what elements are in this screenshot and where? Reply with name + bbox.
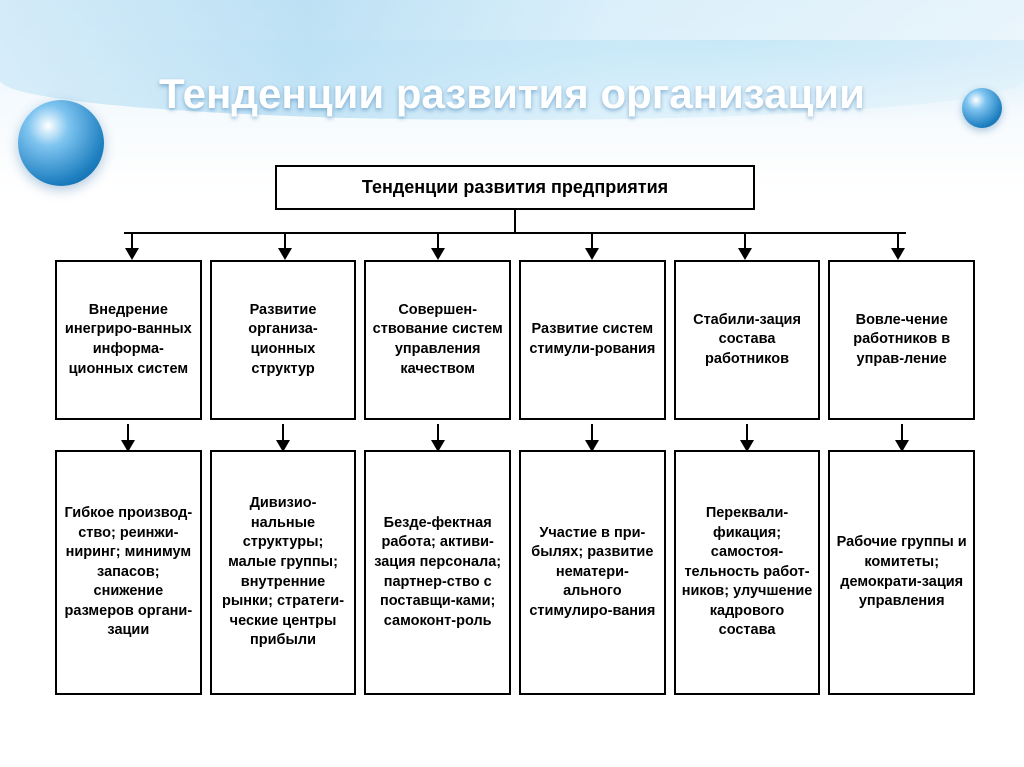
leaf-node-4: Участие в при-былях; развитие нематери-а… <box>519 450 666 695</box>
arrow-to-col-4 <box>591 232 593 258</box>
column-1: Внедрение инегриро-ванных информа-ционны… <box>55 260 202 695</box>
mid-node-2: Развитие организа-ционных структур <box>210 260 357 420</box>
column-5: Стабили-зация состава работников Переква… <box>674 260 821 695</box>
leaf-node-1: Гибкое производ-ство; реинжи-ниринг; мин… <box>55 450 202 695</box>
arrow-to-col-3 <box>437 232 439 258</box>
column-6: Вовле-чение работников в управ-ление Раб… <box>828 260 975 695</box>
arrow-mid-leaf-4 <box>591 424 593 450</box>
horizontal-bus <box>124 232 906 234</box>
slide-title: Тенденции развития организации <box>0 70 1024 118</box>
arrow-mid-leaf-5 <box>746 424 748 450</box>
column-2: Развитие организа-ционных структур Дивиз… <box>210 260 357 695</box>
mid-node-6: Вовле-чение работников в управ-ление <box>828 260 975 420</box>
leaf-node-6: Рабочие группы и комитеты; демократи-зац… <box>828 450 975 695</box>
arrow-to-col-6 <box>897 232 899 258</box>
arrow-mid-leaf-2 <box>282 424 284 450</box>
mid-node-5: Стабили-зация состава работников <box>674 260 821 420</box>
arrow-mid-leaf-6 <box>901 424 903 450</box>
root-node: Тенденции развития предприятия <box>275 165 755 210</box>
root-stem <box>514 210 516 232</box>
column-3: Совершен-ствование систем управления кач… <box>364 260 511 695</box>
mid-node-1: Внедрение инегриро-ванных информа-ционны… <box>55 260 202 420</box>
connector-row <box>55 210 975 260</box>
arrow-to-col-1 <box>131 232 133 258</box>
arrow-mid-leaf-1 <box>127 424 129 450</box>
mid-node-4: Развитие систем стимули-рования <box>519 260 666 420</box>
column-4: Развитие систем стимули-рования Участие … <box>519 260 666 695</box>
arrow-to-col-5 <box>744 232 746 258</box>
leaf-node-5: Переквали-фикация; самостоя-тельность ра… <box>674 450 821 695</box>
leaf-node-3: Безде-фектная работа; активи-зация персо… <box>364 450 511 695</box>
mid-node-3: Совершен-ствование систем управления кач… <box>364 260 511 420</box>
tree-diagram: Тенденции развития предприятия Внедрение… <box>55 165 975 695</box>
arrow-mid-leaf-3 <box>437 424 439 450</box>
leaf-node-2: Дивизио-нальные структуры; малые группы;… <box>210 450 357 695</box>
arrow-to-col-2 <box>284 232 286 258</box>
mid-row: Внедрение инегриро-ванных информа-ционны… <box>55 260 975 695</box>
